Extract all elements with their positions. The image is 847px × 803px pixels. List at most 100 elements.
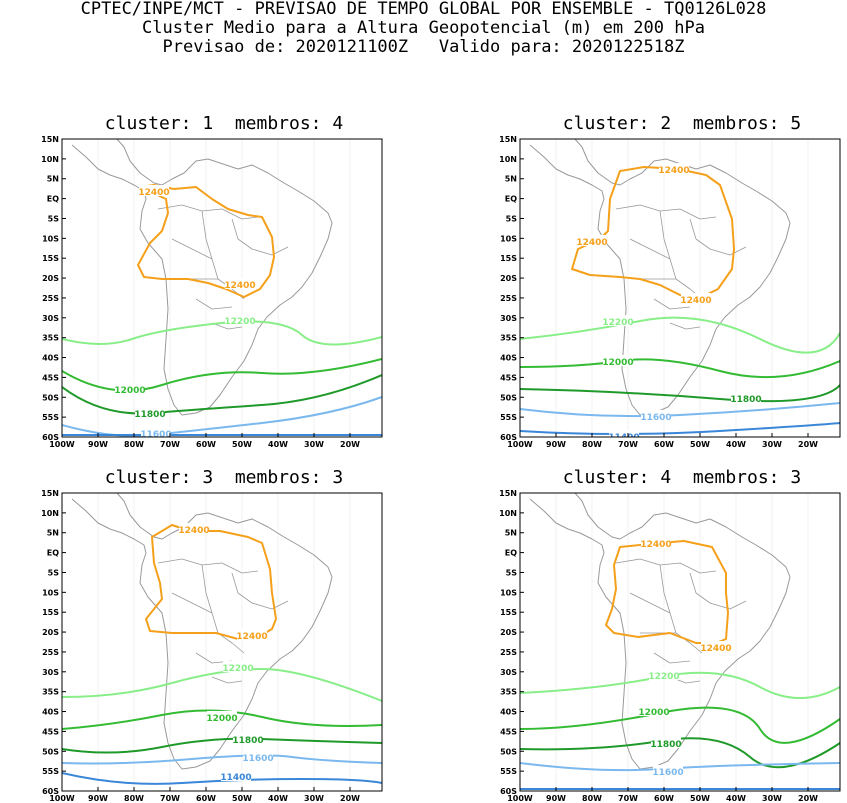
- contour-label-11800: 11800: [232, 736, 263, 746]
- lat-tick-label: 60S: [500, 433, 517, 442]
- contour-label-11400: 11400: [220, 773, 251, 783]
- lon-tick-label: 100W: [49, 440, 75, 449]
- lon-tick-label: 20W: [340, 440, 360, 449]
- lat-tick-label: 10S: [500, 234, 517, 243]
- lat-tick-label: 15S: [500, 608, 517, 617]
- lon-tick-label: 70W: [618, 794, 638, 803]
- contour-label-11600: 11600: [652, 768, 683, 778]
- panel-3-title: cluster: 3 membros: 3: [104, 467, 344, 488]
- contour-label-12400: 12400: [178, 526, 209, 536]
- country-borders: [615, 204, 747, 330]
- panel-1-title: cluster: 1 membros: 4: [104, 113, 344, 134]
- lon-tick-label: 70W: [160, 794, 180, 803]
- contour-label-12000: 12000: [602, 358, 633, 368]
- lat-tick-label: 15S: [500, 254, 517, 263]
- lat-tick-label: EQ: [505, 195, 517, 204]
- contour-label-12200: 12200: [224, 317, 255, 327]
- lat-tick-label: 50S: [42, 747, 59, 756]
- map-panel-3: 12400 12400 12200 12000 11800 11600 11400 15N 10…: [41, 489, 383, 803]
- contour-label-11800: 11800: [730, 395, 761, 405]
- contour-12400: [571, 166, 735, 298]
- contour-label-12400: 12400: [224, 281, 255, 291]
- contour-11800: [520, 384, 840, 403]
- contour-label-11600: 11600: [242, 754, 273, 764]
- lon-tick-label: 30W: [304, 440, 324, 449]
- contour-label-11600: 11600: [140, 430, 171, 440]
- lat-tick-label: 10S: [500, 588, 517, 597]
- lon-tick-label: 100W: [507, 440, 533, 449]
- lon-tick-label: 80W: [582, 440, 602, 449]
- lat-tick-label: 15N: [499, 489, 517, 498]
- map-frame: [519, 138, 841, 438]
- country-borders: [615, 558, 747, 684]
- lat-tick-label: 10N: [41, 509, 59, 518]
- header-line-1: CPTEC/INPE/MCT - PREVISAO DE TEMPO GLOBA…: [80, 0, 767, 19]
- figure-header: CPTEC/INPE/MCT - PREVISAO DE TEMPO GLOBA…: [0, 0, 847, 57]
- lat-tick-label: 35S: [500, 334, 517, 343]
- lon-tick-label: 70W: [618, 440, 638, 449]
- contour-11600: [520, 402, 840, 418]
- lon-tick-label: 50W: [690, 440, 710, 449]
- lat-tick-label: 45S: [500, 727, 517, 736]
- lat-tick-label: 30S: [500, 314, 517, 323]
- contour-11600: [62, 754, 382, 765]
- contour-11800: [62, 737, 382, 754]
- map-panel-4: 12400 12400 12200 12000 11800 11600 15N 10N 5N EQ…: [499, 489, 841, 803]
- lat-tick-label: 50S: [500, 747, 517, 756]
- lat-tick-label: 40S: [500, 354, 517, 363]
- lat-tick-label: 55S: [500, 767, 517, 776]
- contour-label-12400: 12400: [658, 166, 689, 176]
- country-borders: [157, 204, 289, 330]
- lon-tick-label: 50W: [690, 794, 710, 803]
- lat-tick-label: 40S: [42, 708, 59, 717]
- lat-tick-label: 45S: [42, 373, 59, 382]
- lat-tick-label: 5S: [48, 568, 60, 577]
- panel-4-title: cluster: 4 membros: 3: [562, 467, 802, 488]
- contour-11600: [62, 396, 382, 437]
- lat-tick-label: 30S: [42, 668, 59, 677]
- lat-tick-label: 15S: [42, 254, 59, 263]
- lat-tick-label: 10N: [499, 155, 517, 164]
- panel-2-title: cluster: 2 membros: 5: [562, 113, 802, 134]
- contour-12400: [605, 540, 729, 644]
- lon-tick-label: 40W: [726, 794, 746, 803]
- lon-tick-label: 90W: [546, 440, 566, 449]
- contour-label-12400: 12400: [640, 540, 671, 550]
- lat-tick-label: EQ: [47, 195, 59, 204]
- contour-label-11600: 11600: [640, 413, 671, 423]
- contour-label-12000: 12000: [206, 714, 237, 724]
- lat-tick-label: 20S: [42, 628, 59, 637]
- lon-tick-label: 60W: [654, 794, 674, 803]
- lon-tick-label: 20W: [798, 794, 818, 803]
- lat-tick-label: 25S: [500, 648, 517, 657]
- lat-tick-label: 25S: [500, 294, 517, 303]
- lat-tick-label: 15N: [41, 135, 59, 144]
- lat-tick-label: 55S: [42, 767, 59, 776]
- contour-label-11800: 11800: [650, 740, 681, 750]
- lat-tick-label: 60S: [42, 433, 59, 442]
- contour-12000: [520, 706, 840, 744]
- lat-tick-label: 25S: [42, 294, 59, 303]
- contour-12000: [62, 709, 382, 730]
- lon-tick-label: 50W: [232, 794, 252, 803]
- lon-tick-label: 40W: [268, 794, 288, 803]
- contour-label-12400: 12400: [236, 632, 267, 642]
- contour-label-12400: 12400: [576, 238, 607, 248]
- map-panel-1: 12400 12400 12200 12000 11800 11600 15N 10N 5N EQ…: [41, 135, 383, 449]
- lat-tick-label: 30S: [500, 668, 517, 677]
- lat-tick-label: 5S: [506, 568, 518, 577]
- coastline: [71, 139, 333, 416]
- lon-tick-label: 30W: [762, 794, 782, 803]
- lon-tick-label: 90W: [88, 440, 108, 449]
- lon-tick-label: 60W: [654, 440, 674, 449]
- contour-12400: [137, 184, 275, 298]
- lat-tick-label: 10S: [42, 234, 59, 243]
- lat-tick-label: 20S: [42, 274, 59, 283]
- lat-tick-label: 55S: [500, 413, 517, 422]
- lat-tick-label: 35S: [500, 688, 517, 697]
- contour-12200: [62, 320, 382, 346]
- lat-tick-label: 5N: [47, 529, 59, 538]
- lat-tick-label: 10N: [499, 509, 517, 518]
- contour-label-12000: 12000: [114, 386, 145, 396]
